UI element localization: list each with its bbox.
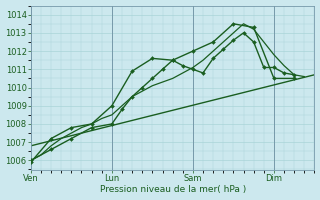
X-axis label: Pression niveau de la mer( hPa ): Pression niveau de la mer( hPa ) [100,185,246,194]
